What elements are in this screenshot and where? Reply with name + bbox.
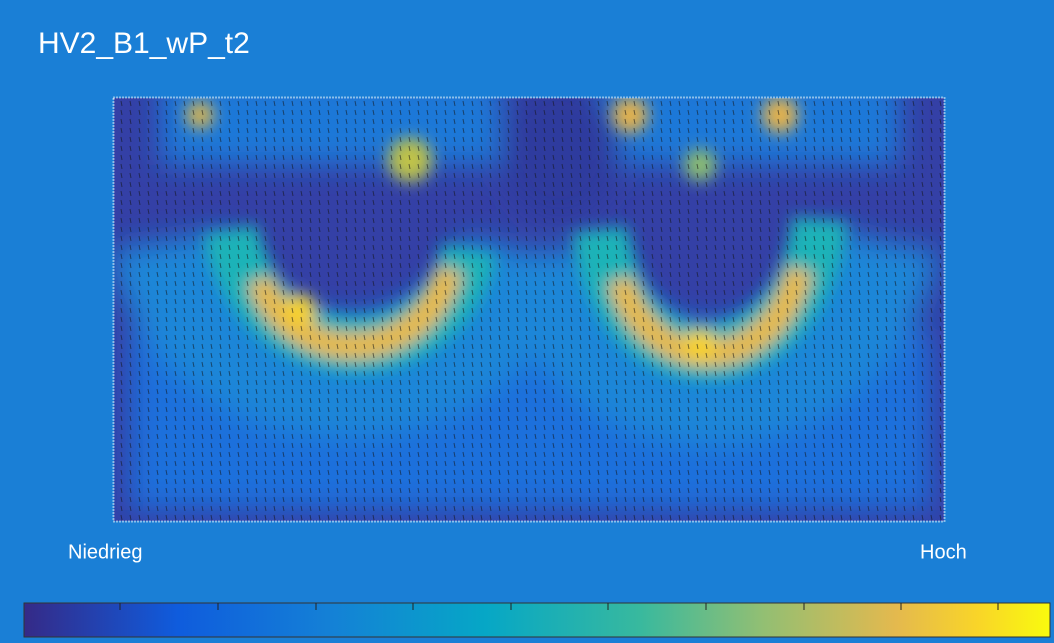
image-frame <box>112 96 946 523</box>
colorbar <box>23 602 1051 638</box>
colorbar-low-label: Niedrieg <box>68 541 142 563</box>
slide-title: HV2_B1_wP_t2 <box>38 27 250 60</box>
colorbar-ticks <box>119 603 999 610</box>
flow-field-image <box>114 98 944 521</box>
colorbar-high-label: Hoch <box>920 541 967 563</box>
